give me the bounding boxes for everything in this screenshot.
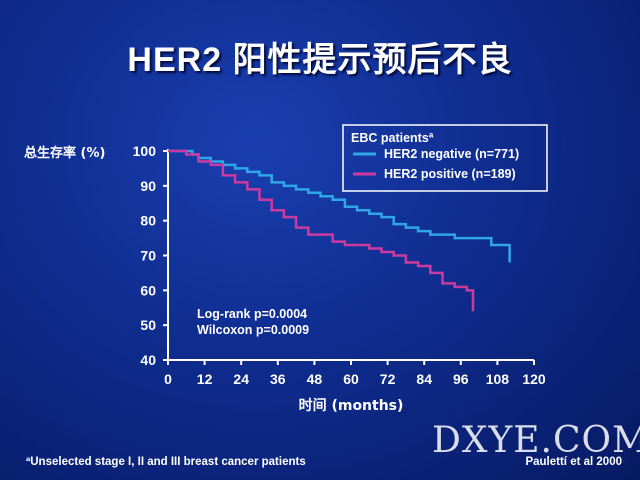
stat-annotation: Log-rank p=0.0004 [197, 307, 307, 321]
x-tick-label: 48 [307, 371, 323, 387]
chart-legend: EBC patientsª HER2 negative (n=771) HER2 p… [342, 124, 548, 192]
slide-title: HER2 阳性提示预后不良 [127, 41, 513, 79]
x-tick-label: 60 [343, 371, 359, 387]
chart-labels: 总生存率 (%) 时间 (months) Log-rank p=0.0004 Wilc… [24, 145, 403, 414]
chart-curves [168, 149, 511, 312]
stat-annotation: Wilcoxon p=0.0009 [197, 323, 309, 337]
x-tick-label: 96 [453, 371, 469, 387]
y-tick-label: 60 [140, 282, 156, 298]
x-tick-label: 36 [270, 371, 286, 387]
citation: Paulettí et al 2000 [525, 456, 622, 468]
y-tick-label: 40 [140, 352, 156, 368]
x-tick-label: 108 [486, 371, 510, 387]
watermark-logo: DXYE.COM [432, 420, 640, 461]
y-tick-label: 90 [140, 178, 156, 194]
legend-box [342, 124, 548, 192]
chart-axes: 40 50 60 70 80 90 100 0 12 24 36 48 60 72 84 96 108 120 [133, 143, 546, 387]
y-tick-label: 50 [140, 317, 156, 333]
footnote: ªUnselected stage I, II and III breast c… [26, 456, 306, 468]
x-tick-label: 72 [380, 371, 396, 387]
y-tick-label: 70 [140, 248, 156, 264]
legend-title: EBC patientsª [351, 131, 434, 145]
legend-entry: HER2 positive (n=189) [384, 167, 516, 181]
x-tick-label: 84 [416, 371, 432, 387]
x-axis-label: 时间 (months) [299, 397, 404, 414]
y-tick-label: 80 [140, 213, 156, 229]
x-tick-label: 24 [233, 371, 249, 387]
her2-positive-curve [168, 149, 475, 312]
y-tick-label: 100 [133, 143, 157, 159]
legend-entry: HER2 negative (n=771) [384, 147, 519, 161]
y-axis-label: 总生存率 (%) [24, 145, 105, 161]
x-tick-label: 0 [164, 371, 172, 387]
x-tick-label: 120 [522, 371, 546, 387]
x-tick-label: 12 [197, 371, 213, 387]
